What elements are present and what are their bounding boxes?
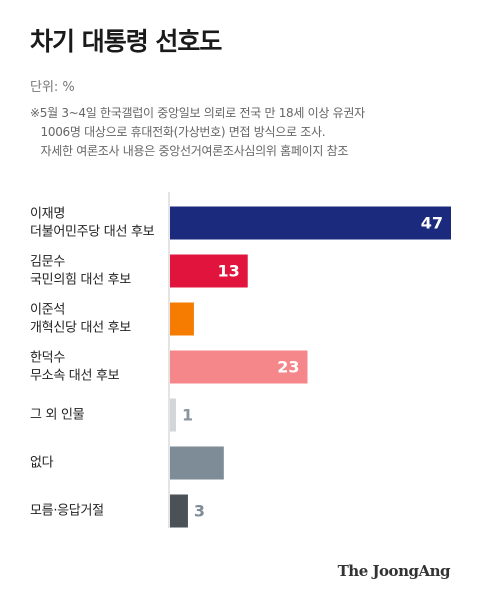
value-label: 47 bbox=[421, 214, 443, 233]
category-label: 그 외 인물 bbox=[30, 408, 85, 423]
value-label: 4 bbox=[200, 310, 211, 329]
bar-1 bbox=[170, 254, 248, 288]
value-label: 1 bbox=[182, 406, 193, 425]
category-label: 개혁신당 대선 후보 bbox=[30, 321, 131, 336]
survey-note: ※5월 3~4일 한국갤럽이 중앙일보 의뢰로 전국 만 18세 이상 유권자 … bbox=[30, 104, 470, 161]
chart-title: 차기 대통령 선호도 bbox=[30, 27, 222, 56]
value-label: 23 bbox=[277, 358, 299, 377]
category-label: 국민의힘 대선 후보 bbox=[30, 273, 131, 288]
category-label: 무소속 대선 후보 bbox=[30, 369, 120, 384]
survey-note-line: 1006명 대상으로 휴대전화(가상번호) 면접 방식으로 조사. bbox=[30, 125, 326, 139]
value-label: 3 bbox=[194, 502, 205, 521]
category-label: 한덕수 bbox=[30, 351, 65, 366]
value-label: 13 bbox=[217, 262, 239, 281]
bar-6 bbox=[170, 494, 188, 528]
survey-note-line: 자세한 여론조사 내용은 중앙선거여론조사심의위 홈페이지 참조 bbox=[30, 144, 349, 158]
category-label: 이재명 bbox=[30, 207, 65, 222]
value-label: 9 bbox=[205, 454, 216, 473]
bar-2 bbox=[170, 302, 194, 336]
brand-logo: The JoongAng bbox=[337, 562, 451, 580]
bar-3 bbox=[170, 350, 308, 384]
category-label: 모름·응답거절 bbox=[30, 504, 104, 519]
survey-note-line: ※5월 3~4일 한국갤럽이 중앙일보 의뢰로 전국 만 18세 이상 유권자 bbox=[30, 106, 365, 120]
category-label: 더불어민주당 대선 후보 bbox=[30, 225, 155, 240]
category-label: 이준석 bbox=[30, 303, 65, 318]
bar-0 bbox=[170, 206, 451, 240]
bar-5 bbox=[170, 446, 224, 480]
category-label: 김문수 bbox=[30, 255, 65, 270]
bar-4 bbox=[170, 398, 176, 432]
unit-label: 단위: % bbox=[30, 80, 75, 95]
category-label: 없다 bbox=[30, 456, 54, 471]
